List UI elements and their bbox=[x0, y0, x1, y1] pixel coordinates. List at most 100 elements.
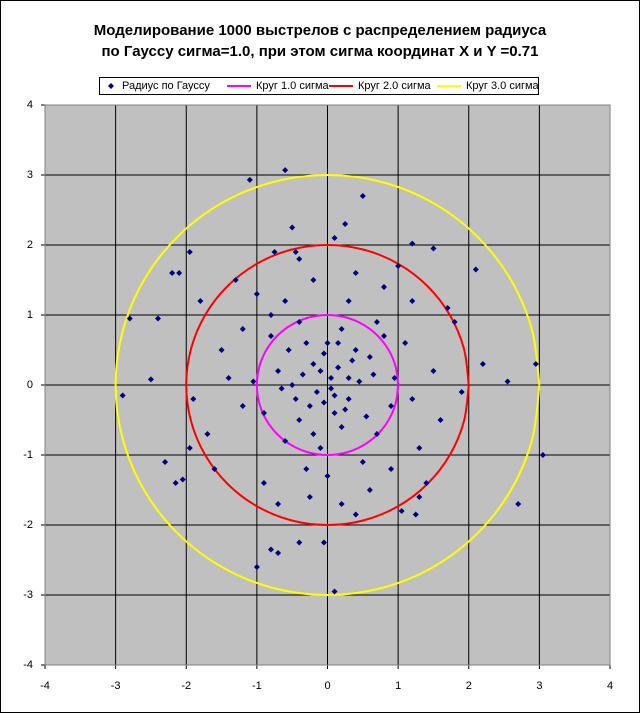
point bbox=[296, 319, 303, 325]
point bbox=[296, 417, 303, 423]
point bbox=[391, 375, 398, 381]
point bbox=[289, 382, 296, 388]
point bbox=[395, 263, 402, 269]
point bbox=[296, 256, 303, 262]
x-tick-label: 4 bbox=[607, 680, 613, 692]
point bbox=[239, 403, 246, 409]
y-tick-label: -3 bbox=[23, 589, 33, 601]
point bbox=[303, 340, 310, 346]
point bbox=[172, 480, 179, 486]
point bbox=[328, 385, 335, 392]
point bbox=[268, 546, 274, 553]
point bbox=[155, 315, 161, 322]
point bbox=[162, 459, 169, 465]
x-tick-label: -2 bbox=[181, 680, 191, 692]
x-tick-label: 0 bbox=[324, 680, 330, 692]
point bbox=[363, 413, 370, 420]
point bbox=[190, 396, 197, 402]
point bbox=[349, 357, 356, 364]
point bbox=[282, 167, 289, 174]
point bbox=[299, 371, 306, 378]
point bbox=[504, 378, 511, 385]
point bbox=[430, 245, 437, 252]
point bbox=[204, 431, 211, 437]
point bbox=[320, 539, 327, 546]
point bbox=[239, 326, 246, 332]
point bbox=[225, 375, 232, 381]
point bbox=[310, 277, 317, 283]
point bbox=[416, 445, 423, 451]
circle-line bbox=[255, 313, 400, 457]
point bbox=[176, 270, 183, 276]
point bbox=[444, 305, 451, 311]
point bbox=[232, 277, 239, 283]
point bbox=[451, 319, 458, 325]
point bbox=[211, 466, 218, 472]
point bbox=[331, 588, 338, 595]
point bbox=[342, 406, 349, 413]
point bbox=[335, 364, 342, 371]
point bbox=[282, 438, 289, 444]
point bbox=[532, 361, 539, 367]
point bbox=[373, 319, 380, 325]
chart-title: Моделирование 1000 выстрелов с распредел… bbox=[94, 22, 547, 39]
point bbox=[324, 340, 331, 346]
point bbox=[352, 347, 359, 353]
legend-marker bbox=[108, 83, 114, 89]
x-tick-label: 3 bbox=[536, 680, 542, 692]
y-tick-label: 2 bbox=[27, 239, 33, 251]
legend-label: Круг 1.0 сигма bbox=[256, 80, 330, 92]
point bbox=[423, 480, 430, 486]
point bbox=[409, 396, 416, 402]
point bbox=[412, 511, 419, 518]
point bbox=[359, 459, 366, 465]
point bbox=[268, 333, 274, 339]
point bbox=[246, 176, 253, 183]
point bbox=[275, 501, 282, 507]
x-tick-label: -3 bbox=[111, 680, 121, 692]
point bbox=[479, 361, 486, 367]
point bbox=[250, 378, 257, 385]
chart-title: по Гауссу сигма=1.0, при этом сигма коор… bbox=[102, 43, 539, 60]
x-tick-label: 1 bbox=[395, 680, 401, 692]
point bbox=[331, 392, 338, 399]
point bbox=[366, 354, 373, 360]
point bbox=[282, 298, 289, 304]
y-tick-label: -1 bbox=[23, 449, 33, 461]
point bbox=[331, 235, 338, 241]
point bbox=[306, 403, 313, 409]
point bbox=[310, 431, 317, 437]
point bbox=[539, 452, 546, 458]
point bbox=[335, 340, 342, 346]
point bbox=[317, 445, 324, 451]
point bbox=[296, 539, 303, 546]
point bbox=[409, 298, 416, 304]
point bbox=[218, 347, 225, 353]
point bbox=[366, 487, 373, 493]
point bbox=[197, 298, 204, 304]
legend-label: Круг 3.0 сигма bbox=[466, 80, 540, 92]
point bbox=[186, 445, 193, 451]
point bbox=[179, 476, 186, 483]
point bbox=[345, 375, 352, 381]
point bbox=[260, 480, 267, 486]
y-tick-label: 0 bbox=[27, 379, 33, 391]
point bbox=[253, 291, 260, 297]
point bbox=[381, 333, 387, 339]
point bbox=[289, 224, 296, 231]
point bbox=[388, 403, 395, 409]
point bbox=[345, 396, 352, 402]
point bbox=[147, 376, 154, 383]
point bbox=[313, 389, 320, 395]
point bbox=[430, 368, 437, 374]
point bbox=[472, 266, 479, 273]
point bbox=[275, 368, 282, 374]
legend-label: Радиус по Гауссу bbox=[122, 80, 210, 92]
y-tick-label: 1 bbox=[27, 309, 33, 321]
point bbox=[292, 249, 299, 255]
y-tick-label: -4 bbox=[23, 659, 33, 671]
point bbox=[359, 193, 366, 199]
legend-label: Круг 2.0 сигма bbox=[358, 80, 432, 92]
